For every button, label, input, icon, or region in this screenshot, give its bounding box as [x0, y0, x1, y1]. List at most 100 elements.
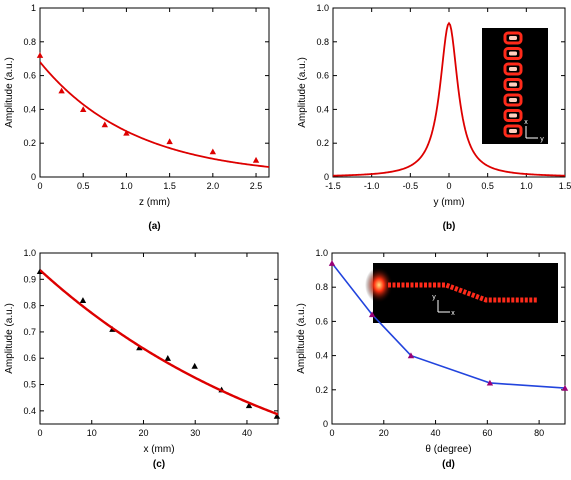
y-tick-label: 0.2	[23, 138, 36, 148]
panel-2: -1.5 -1.0 -0.5 0 0.5 1.0 1.5 0 0.2 0.4 0.6 0.8 1.0 y …	[297, 3, 571, 232]
x-axis-label: x (mm)	[143, 444, 174, 455]
data-point	[166, 138, 173, 145]
x-tick-label: 2.0	[207, 181, 220, 191]
inset-dot-core	[509, 129, 517, 133]
inset-dot-core	[509, 51, 517, 56]
y-tick-label: 1	[31, 3, 36, 13]
x-tick-label: 10	[87, 428, 97, 438]
data-point	[368, 311, 376, 318]
panel-label: (d)	[442, 459, 455, 470]
axes-frame	[331, 252, 566, 425]
inset-dot-column: xy	[482, 28, 548, 144]
inset-source-glow	[365, 267, 393, 303]
y-tick-label: 0.8	[316, 37, 329, 47]
x-tick-label: -1.0	[364, 181, 380, 191]
x-tick-label: 2.5	[250, 181, 263, 191]
data-point	[407, 352, 415, 359]
y-tick-label: 0.4	[23, 104, 36, 114]
data-point	[273, 412, 281, 419]
x-axis-label: θ (degree)	[425, 444, 471, 455]
x-tick-label: 0.5	[481, 181, 494, 191]
x-tick-label: -1.5	[325, 181, 341, 191]
data-point	[191, 362, 198, 369]
x-tick-label: 0.5	[77, 181, 90, 191]
x-tick-label: 1.5	[559, 181, 571, 191]
panel-4: 0 20 40 60 80 0 0.2 0.4 0.6 0.8 1.0 θ (degree) Ampli…	[296, 248, 569, 470]
y-tick-label: 0.8	[315, 282, 328, 292]
inset-dot	[503, 31, 523, 45]
y-tick-label: 0.5	[23, 380, 36, 390]
data-point	[561, 384, 569, 391]
x-axis-label: z (mm)	[139, 197, 170, 208]
inset-dot	[503, 78, 523, 91]
panel-label: (a)	[148, 221, 160, 232]
y-axis-label: Amplitude (a.u.)	[4, 303, 15, 374]
y-tick-label: 0.2	[315, 385, 328, 395]
y-tick-label: 0.6	[23, 71, 36, 81]
y-tick-label: 0.4	[316, 104, 329, 114]
data-point	[136, 344, 143, 351]
inset-axis-label: x	[451, 310, 455, 317]
y-tick-label: 0.2	[316, 138, 329, 148]
y-tick-label: 0	[31, 172, 36, 182]
data-point	[245, 402, 253, 409]
inset-axis-label: x	[524, 119, 528, 126]
data-point	[209, 148, 217, 155]
y-tick-label: 0.6	[315, 316, 328, 326]
inset-dot-core	[509, 113, 517, 118]
x-tick-label: 1.0	[520, 181, 533, 191]
series-1	[333, 21, 565, 177]
y-tick-label: 0.6	[23, 353, 36, 363]
inset-axis-label: y	[540, 136, 544, 143]
data-point	[80, 106, 87, 112]
series-2	[40, 269, 278, 416]
y-tick-label: 0.8	[23, 37, 36, 47]
inset-dot	[503, 47, 523, 60]
panel-1: 0 0.5 1.0 1.5 2.0 2.5 0 0.2 0.4 0.6 0.8 1 z (mm) Ampl…	[4, 3, 270, 232]
inset-dot	[503, 62, 523, 76]
x-tick-label: 0	[446, 181, 451, 191]
x-axis-label: y (mm)	[433, 197, 464, 208]
x-tick-label: 60	[482, 428, 492, 438]
x-tick-label: -0.5	[403, 181, 419, 191]
axes-frame	[39, 7, 270, 178]
y-tick-label: 0.9	[23, 274, 36, 284]
x-tick-label: 20	[379, 428, 389, 438]
panel-label: (c)	[153, 459, 165, 470]
data-point	[252, 156, 260, 163]
x-tick-label: 20	[138, 428, 148, 438]
data-point	[58, 87, 65, 94]
inset-waveguide-path	[388, 282, 538, 303]
data-point	[79, 297, 87, 303]
data-point	[123, 129, 130, 136]
x-tick-label: 40	[431, 428, 441, 438]
inset-dot-core	[509, 82, 517, 87]
y-axis-label: Amplitude (a.u.)	[296, 303, 307, 374]
inset-dot-core	[509, 36, 517, 40]
inset-axis-label: y	[432, 294, 436, 301]
data-point	[486, 379, 494, 386]
fit-curve	[333, 21, 565, 177]
y-tick-label: 0.6	[316, 71, 329, 81]
inset-dot	[503, 109, 523, 122]
axes-frame	[39, 252, 279, 425]
panel-label: (b)	[443, 221, 456, 232]
fit-curve	[40, 61, 269, 168]
inset-dot	[503, 93, 523, 107]
y-tick-label: 0	[324, 172, 329, 182]
x-tick-label: 0	[37, 428, 42, 438]
x-tick-label: 1.5	[163, 181, 176, 191]
data-point	[36, 52, 44, 58]
inset-dot	[503, 124, 523, 138]
y-tick-label: 1.0	[315, 248, 328, 258]
series-2	[40, 61, 269, 168]
x-tick-label: 0	[37, 181, 42, 191]
fit-curve	[40, 269, 278, 416]
y-tick-label: 0.8	[23, 301, 36, 311]
data-point	[328, 260, 336, 266]
inset-dot-core	[509, 67, 517, 71]
inset-dot-core	[509, 98, 517, 102]
x-tick-label: 40	[242, 428, 252, 438]
x-tick-label: 0	[329, 428, 334, 438]
